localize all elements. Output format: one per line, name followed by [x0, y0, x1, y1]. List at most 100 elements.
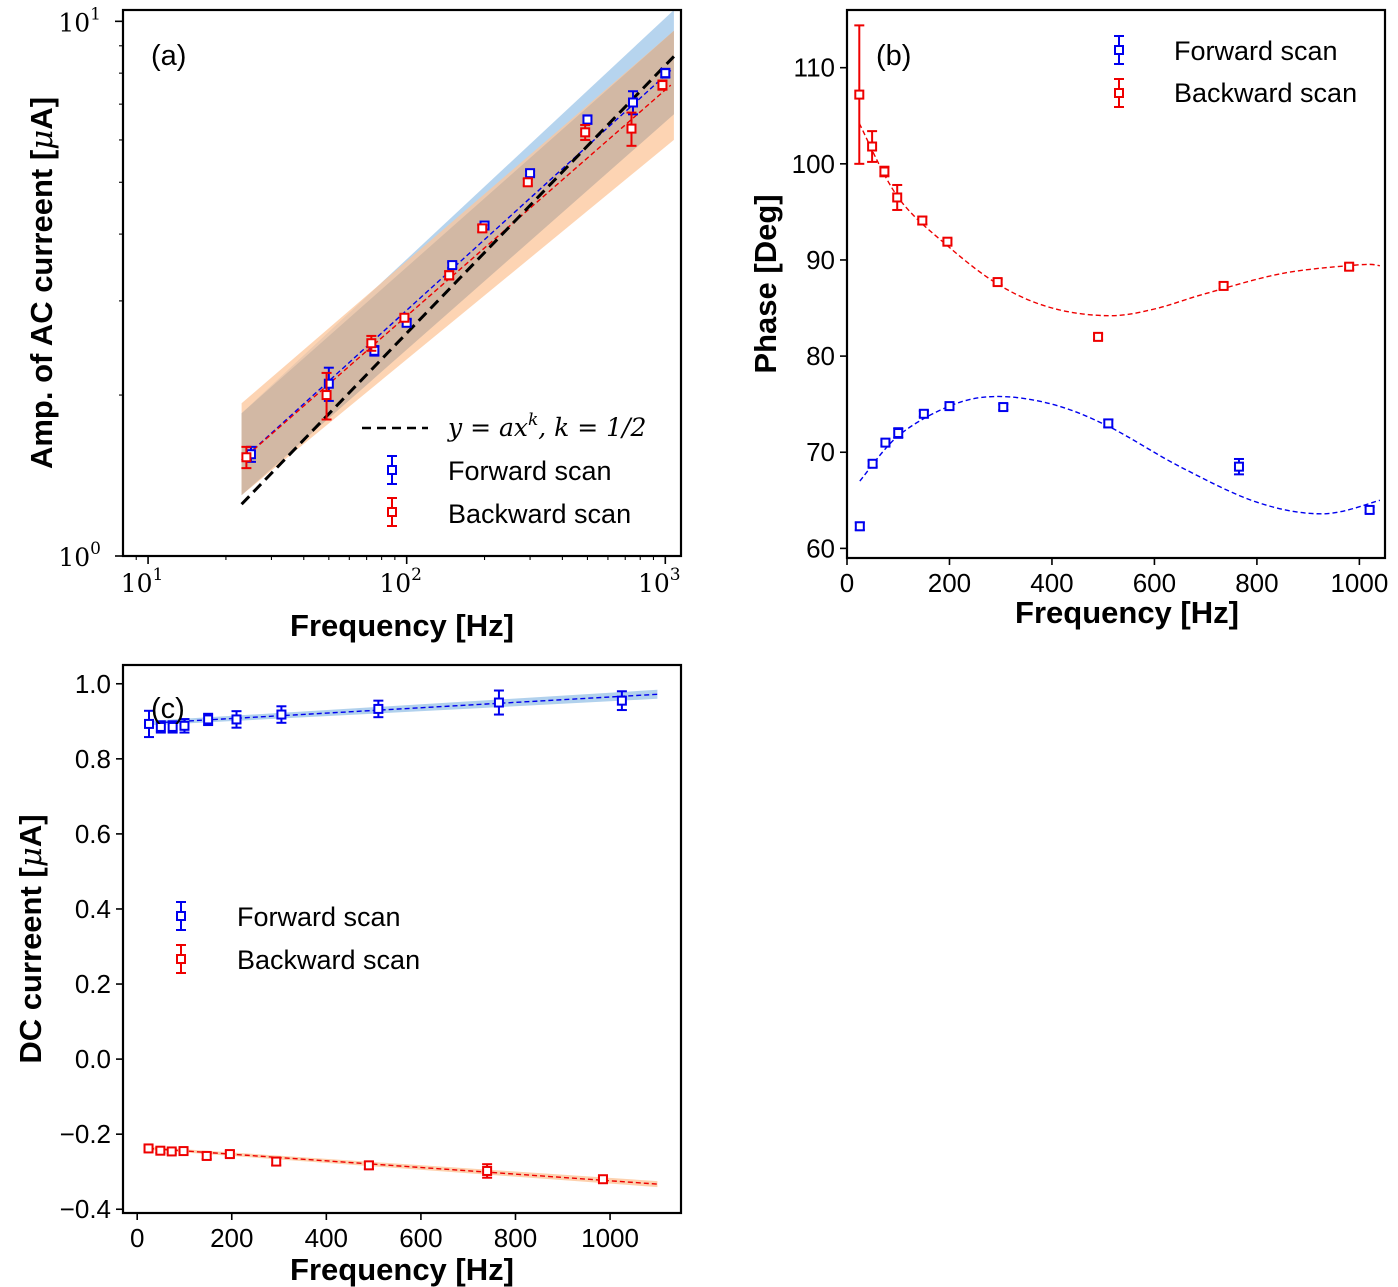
c-legend-forward-marker [176, 901, 186, 931]
c-forward-point [155, 720, 166, 734]
c-forward-marker [155, 721, 166, 732]
b-backward-point [917, 215, 928, 226]
a-forward-point [627, 90, 638, 116]
b-backward-point [942, 236, 953, 247]
c-ytick-label: 1.0 [75, 669, 111, 699]
a-plot-frame [121, 8, 683, 558]
a-forward-marker [627, 97, 638, 108]
c-backward-point [363, 1160, 374, 1171]
a-backward-point [366, 334, 377, 352]
c-forward-point [203, 712, 214, 727]
c-ytick-label: 0.8 [75, 744, 111, 774]
c-forward-point [616, 690, 627, 712]
a-legend-backward-label: Backward scan [448, 499, 631, 529]
b-forward-point [893, 427, 904, 439]
c-backward-point [155, 1145, 166, 1156]
b-ytick-label: 60 [806, 533, 835, 563]
c-panel-label: (c) [151, 693, 185, 725]
b-backward-marker [854, 89, 865, 100]
b-legend-backward-marker [1114, 78, 1124, 108]
a-backward-marker [477, 223, 488, 234]
b-xtick-label: 0 [840, 568, 854, 598]
b-forward-point [880, 437, 891, 448]
b-forward-point [1233, 457, 1244, 476]
b-panel-label: (b) [876, 40, 911, 72]
a-backward-point [241, 445, 252, 470]
c-forward-marker [203, 714, 214, 725]
c-xtick-label: 800 [494, 1223, 537, 1253]
a-backward-marker [241, 452, 252, 463]
c-backward-marker [363, 1160, 374, 1171]
b-backward-marker [1344, 261, 1355, 272]
b-legend-forward-label: Forward scan [1174, 36, 1338, 66]
a-backward-marker [580, 127, 591, 138]
c-backward-marker [201, 1150, 212, 1161]
a-forward-point [447, 260, 458, 271]
c-backward-point [271, 1156, 282, 1167]
c-backward-point [143, 1143, 154, 1154]
a-forward-marker [525, 168, 536, 179]
c-ticks: 0 200 400 600 800 1000 −0.4 −0.2 0.0 0.2 0.4 0.6 0.8… [60, 669, 639, 1253]
b-forward-marker [854, 521, 865, 532]
b-legend-forward-marker [1114, 35, 1124, 65]
c-backward-point [482, 1163, 493, 1179]
a-backward-marker [657, 80, 668, 91]
a-forward-marker [447, 260, 458, 271]
b-forward-marker [944, 401, 955, 412]
c-ytick-label: 0.4 [75, 894, 111, 924]
a-backward-point [580, 123, 591, 141]
b-backward-fit [858, 123, 1380, 317]
a-panel-label: (a) [151, 40, 186, 72]
a-forward-point [582, 114, 593, 125]
a-forward-marker [582, 114, 593, 125]
b-ytick-label: 70 [806, 437, 835, 467]
b-forward-marker [918, 408, 929, 419]
a-data-points [241, 67, 671, 470]
c-fit-lines [148, 693, 658, 1185]
b-ytick-label: 80 [806, 341, 835, 371]
b-backward-marker [867, 141, 878, 152]
b-ylabel: Phase [Deg] [748, 194, 783, 373]
c-confidence-bands [149, 689, 658, 1188]
b-xtick-label: 800 [1235, 568, 1278, 598]
c-legend: Forward scan Backward scan [176, 901, 420, 975]
b-xlabel: Frequency [Hz] [1015, 595, 1239, 630]
a-backward-marker [522, 177, 533, 188]
b-legend-backward-label: Backward scan [1174, 78, 1357, 108]
a-ticks: 101 102 103 100 101 [58, 4, 680, 598]
b-xtick-label: 1000 [1330, 568, 1388, 598]
b-backward-marker [892, 192, 903, 203]
b-backward-marker [942, 236, 953, 247]
c-legend-forward-label: Forward scan [237, 902, 401, 932]
c-forward-point [373, 699, 384, 719]
b-xtick-label: 200 [928, 568, 971, 598]
b-backward-point [867, 130, 878, 163]
b-data-points [854, 24, 1375, 532]
b-forward-point [1364, 504, 1375, 515]
a-backward-point [399, 312, 410, 323]
c-forward-marker [276, 709, 287, 720]
c-backward-point [201, 1150, 212, 1161]
b-ytick-label: 110 [794, 53, 835, 83]
c-backward-point [178, 1146, 189, 1157]
c-forward-point [179, 718, 190, 734]
a-backward-marker [444, 270, 455, 281]
a-backward-point [444, 270, 455, 281]
b-forward-point [867, 458, 878, 469]
a-backward-point [477, 223, 488, 234]
c-backward-point [597, 1174, 608, 1185]
a-legend-forward-label: Forward scan [448, 456, 612, 486]
c-ytick-label: 0.6 [75, 819, 111, 849]
a-legend-forward-marker [387, 455, 397, 485]
a-legend-powerlaw-label: y = axk, k = 1/2 [447, 410, 646, 442]
b-forward-point [854, 521, 865, 532]
c-backward-point [224, 1149, 235, 1160]
a-legend-backward-marker [387, 497, 397, 527]
a-backward-point [522, 177, 533, 188]
b-ticks: 0 200 400 600 800 1000 60 70 80 90 100 110 [792, 53, 1389, 598]
b-legend: Forward scan Backward scan [1114, 35, 1357, 108]
b-plot-frame [845, 8, 1387, 560]
panel-b: 0 200 400 600 800 1000 60 70 80 90 100 110 (b) Freq… [748, 8, 1389, 630]
b-ytick-label: 100 [792, 149, 835, 179]
